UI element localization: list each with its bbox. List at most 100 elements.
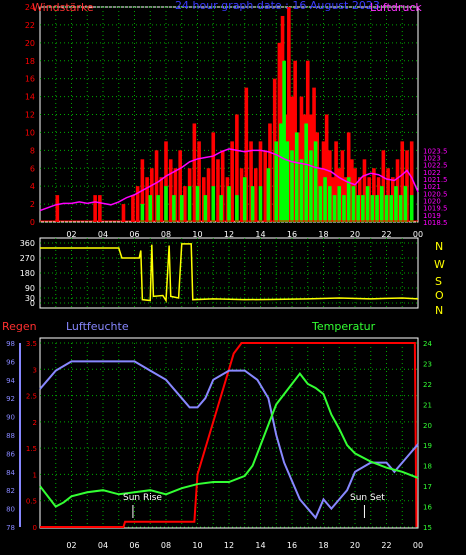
wind-gust-bar bbox=[220, 150, 225, 222]
bottom-x-tick-label: 08 bbox=[161, 541, 171, 550]
wind-gust-bar bbox=[168, 159, 173, 222]
wind-average-bar bbox=[290, 150, 294, 222]
wind-gust-bar bbox=[409, 141, 414, 222]
wind-y-tick: 8 bbox=[30, 146, 35, 155]
humidity-y-tick: 86 bbox=[6, 450, 15, 458]
rain-y-tick: 0.5 bbox=[26, 498, 37, 506]
rain-y-tick: 0 bbox=[33, 524, 37, 532]
wind-gust-bar bbox=[159, 177, 164, 222]
wind-average-bar bbox=[227, 186, 231, 222]
wind-average-bar bbox=[203, 195, 208, 222]
wind-y-tick: 14 bbox=[25, 93, 35, 102]
rain-y-tick: 2.5 bbox=[26, 393, 37, 401]
wind-gust-bar bbox=[381, 150, 386, 222]
bottom-x-tick-label: 00 bbox=[413, 541, 423, 550]
humidity-label: Luftfeuchte bbox=[66, 320, 129, 333]
wind-average-bar bbox=[403, 186, 408, 222]
sun-rise-label: Sun Rise bbox=[123, 493, 162, 503]
temperature-y-tick: 19 bbox=[423, 442, 432, 450]
humidity-y-tick: 78 bbox=[6, 524, 15, 532]
pressure-y-tick: 1018.5 bbox=[423, 219, 448, 227]
pressure-label: Luftdruck bbox=[370, 1, 422, 14]
wind-average-bar bbox=[250, 186, 255, 222]
wind-average-bar bbox=[219, 195, 223, 222]
wind-average-bar bbox=[342, 195, 346, 222]
wind-average-bar bbox=[294, 132, 299, 222]
wind-gust-bar bbox=[145, 177, 149, 222]
wind-average-bar bbox=[195, 186, 200, 222]
wind-average-bar bbox=[242, 177, 247, 222]
rain-label: Regen bbox=[2, 320, 37, 333]
wind-average-bar bbox=[304, 123, 308, 222]
wind-average-bar bbox=[172, 195, 176, 222]
series-lines bbox=[39, 148, 419, 528]
wind-gust-bar bbox=[263, 150, 268, 222]
humidity-y-tick: 88 bbox=[6, 432, 15, 440]
wind-average-bar bbox=[379, 186, 384, 222]
wind-y-tick: 22 bbox=[25, 21, 35, 30]
wind-average-bar bbox=[337, 186, 342, 222]
humidity-y-tick: 94 bbox=[6, 377, 15, 385]
compass-s: S bbox=[435, 275, 442, 288]
compass-letters: N W S O N bbox=[434, 240, 445, 317]
pressure-line bbox=[39, 148, 419, 212]
bottom-x-tick-label: 12 bbox=[224, 541, 234, 550]
wind-gust-bar bbox=[400, 141, 405, 222]
x-tick-label: 12 bbox=[224, 230, 234, 239]
wind-average-bar bbox=[258, 186, 263, 222]
wind-gust-bar bbox=[206, 168, 211, 222]
wind-average-bar bbox=[148, 195, 153, 222]
grid-lines bbox=[19, 6, 418, 528]
pressure-y-tick: 1021.5 bbox=[423, 176, 448, 184]
temperature-y-tick: 24 bbox=[423, 340, 432, 348]
wind-gust-bar bbox=[340, 150, 345, 222]
wind-average-bar bbox=[211, 186, 216, 222]
bottom-panel-frame bbox=[39, 337, 419, 529]
tick-labels: 0246810121416182022241018.510191019.5102… bbox=[6, 3, 447, 550]
wind-gust-bar bbox=[192, 123, 197, 222]
wind-gust-bar bbox=[178, 150, 182, 222]
wind-average-bar bbox=[346, 177, 351, 222]
wind-gust-bar bbox=[216, 159, 220, 222]
wind-gust-bar bbox=[324, 114, 329, 222]
wind-gust-bar bbox=[154, 150, 159, 222]
wind-y-tick: 12 bbox=[25, 111, 35, 120]
chart-title: 24 hour graph date : 16 August 2023 bbox=[175, 0, 380, 12]
wind-average-bar bbox=[179, 195, 184, 222]
bottom-x-tick-label: 02 bbox=[66, 541, 76, 550]
wind-average-bar bbox=[309, 150, 313, 222]
wind-average-bar bbox=[384, 195, 389, 222]
wind-gust-bar bbox=[135, 186, 140, 222]
x-tick-label: 16 bbox=[287, 230, 297, 239]
wind-gust-bar bbox=[211, 132, 216, 222]
bottom-x-tick-label: 16 bbox=[287, 541, 297, 550]
wind-gust-bar bbox=[405, 150, 409, 222]
rain-y-tick: 1.5 bbox=[26, 445, 37, 453]
wind-average-bar bbox=[235, 195, 239, 222]
humidity-y-tick: 98 bbox=[6, 340, 15, 348]
wind-average-bar bbox=[164, 186, 168, 222]
humidity-y-tick: 92 bbox=[6, 395, 15, 403]
wind-y-tick: 24 bbox=[25, 3, 35, 12]
humidity-y-tick: 96 bbox=[6, 358, 15, 366]
compass-o: O bbox=[435, 289, 444, 302]
direction-y-tick: 360 bbox=[20, 239, 35, 248]
wind-gust-bar bbox=[55, 195, 60, 222]
wind-average-bar bbox=[323, 177, 327, 222]
pressure-y-tick: 1019 bbox=[423, 212, 441, 220]
direction-y-tick: 270 bbox=[20, 254, 35, 263]
compass-n2: N bbox=[435, 304, 443, 317]
wind-gust-bar bbox=[121, 204, 126, 222]
x-tick-label: 18 bbox=[318, 230, 328, 239]
wind-y-tick: 20 bbox=[25, 39, 35, 48]
wind-gust-bar bbox=[253, 168, 258, 222]
wind-y-tick: 16 bbox=[25, 75, 35, 84]
wind-average-bar bbox=[351, 186, 356, 222]
x-tick-label: 06 bbox=[129, 230, 139, 239]
bottom-x-tick-label: 22 bbox=[381, 541, 391, 550]
wind-average-bar bbox=[375, 195, 379, 222]
wind-gust-bar bbox=[244, 87, 249, 222]
x-tick-label: 00 bbox=[413, 230, 423, 239]
wind-average-bar bbox=[274, 141, 279, 222]
pressure-y-tick: 1020 bbox=[423, 198, 441, 206]
